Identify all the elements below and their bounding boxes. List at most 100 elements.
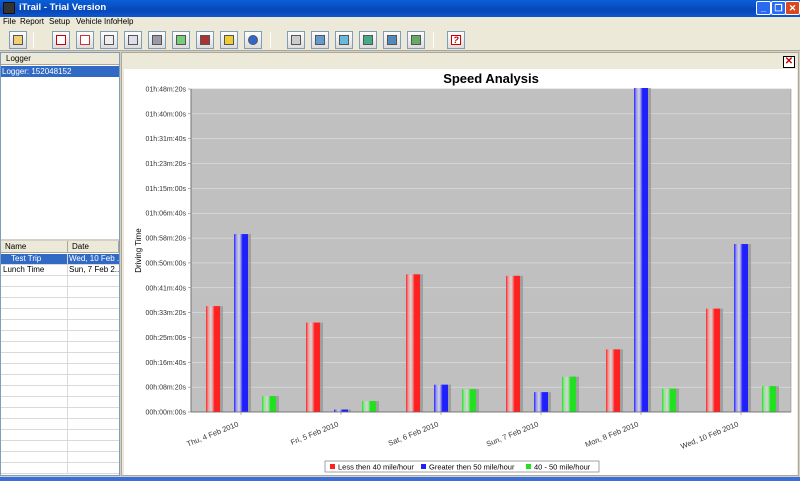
- wizard-icon: [13, 35, 23, 45]
- map-button[interactable]: [172, 31, 190, 49]
- trip-date: Wed, 10 Feb ...: [69, 254, 119, 263]
- bar-slow: [706, 308, 720, 412]
- bar-mid: [762, 386, 776, 412]
- legend-label: Greater then 50 mile/hour: [429, 463, 515, 472]
- column-header-name[interactable]: Name: [1, 241, 68, 253]
- upload-icon: [411, 35, 421, 45]
- empty-table-row: [1, 342, 119, 353]
- minimize-button[interactable]: _: [756, 1, 771, 15]
- speed-chart-icon: [315, 35, 325, 45]
- column-divider: [67, 430, 68, 441]
- map-icon: [176, 35, 186, 45]
- empty-table-row: [1, 375, 119, 386]
- y-tick-label: 00h:16m:40s: [146, 360, 187, 367]
- logger-button[interactable]: [196, 31, 214, 49]
- empty-table-row: [1, 353, 119, 364]
- y-axis-label: Driving Time: [134, 228, 143, 273]
- document-icon: [128, 35, 138, 45]
- menu-help[interactable]: Help: [117, 17, 134, 26]
- close-chart-button[interactable]: ✕: [783, 56, 795, 68]
- settings-icon: [387, 35, 397, 45]
- legend-label: 40 - 50 mile/hour: [534, 463, 591, 472]
- column-divider: [67, 353, 68, 364]
- y-tick-label: 00h:50m:00s: [146, 260, 187, 267]
- close-button[interactable]: ✕: [785, 1, 800, 15]
- bar-slow: [406, 274, 420, 412]
- report-button[interactable]: [52, 31, 70, 49]
- route-button[interactable]: [359, 31, 377, 49]
- toolbar-separator: [33, 32, 34, 48]
- print-icon: [152, 35, 162, 45]
- pdf-report-button[interactable]: [76, 31, 94, 49]
- export-icon: [291, 35, 301, 45]
- y-tick-label: 01h:31m:40s: [146, 136, 187, 143]
- x-tick-label: Sat, 6 Feb 2010: [387, 420, 440, 448]
- legend-label: Less then 40 mile/hour: [338, 463, 414, 472]
- trips-table: Name Date Test Trip Wed, 10 Feb ... Lunch …: [1, 241, 119, 475]
- y-tick-label: 00h:58m:20s: [146, 236, 187, 243]
- x-tick-label: Mon, 8 Feb 2010: [584, 420, 640, 450]
- speed-chart-button[interactable]: [311, 31, 329, 49]
- y-tick-label: 00h:41m:40s: [146, 285, 187, 292]
- menu-report[interactable]: Report: [20, 17, 45, 26]
- bar-slow: [306, 322, 320, 412]
- bar-slow: [606, 349, 620, 412]
- bar-fast: [734, 244, 748, 412]
- empty-table-row: [1, 452, 119, 463]
- menu-vehicle-info[interactable]: Vehicle Info: [76, 17, 118, 26]
- column-divider: [67, 320, 68, 331]
- colors-icon: [224, 35, 234, 45]
- column-divider: [67, 408, 68, 419]
- menu-file[interactable]: File: [3, 17, 16, 26]
- bar-fast: [434, 384, 448, 412]
- x-tick-label: Wed, 10 Feb 2010: [679, 420, 739, 451]
- maximize-button[interactable]: ❐: [771, 1, 786, 15]
- export-button[interactable]: [287, 31, 305, 49]
- report-icon: [56, 35, 66, 45]
- document-button[interactable]: [124, 31, 142, 49]
- trip-date: Sun, 7 Feb 2...: [69, 265, 119, 274]
- settings-button[interactable]: [383, 31, 401, 49]
- empty-table-row: [1, 408, 119, 419]
- column-divider: [67, 463, 68, 474]
- bar-mid: [462, 389, 476, 412]
- table-row[interactable]: Test Trip Wed, 10 Feb ...: [1, 254, 119, 265]
- x-tick-label: Sun, 7 Feb 2010: [485, 420, 540, 449]
- legend-box: [324, 460, 600, 473]
- html-report-button[interactable]: [100, 31, 118, 49]
- menu-setup[interactable]: Setup: [49, 17, 70, 26]
- table-row[interactable]: Lunch Time Sun, 7 Feb 2...: [1, 265, 119, 276]
- window-title: iTrail - Trial Version: [19, 2, 107, 13]
- bar-mid: [262, 396, 276, 412]
- left-panel: Logger Logger: 152048152 Name Date Test …: [0, 52, 120, 476]
- empty-table-row: [1, 397, 119, 408]
- bar-fast: [234, 234, 248, 412]
- globe-button[interactable]: [244, 31, 262, 49]
- x-tick-label: Thu, 4 Feb 2010: [185, 420, 239, 449]
- logger-header: Logger: [1, 53, 119, 65]
- y-tick-label: 01h:15m:00s: [146, 186, 187, 193]
- column-divider: [67, 364, 68, 375]
- upload-button[interactable]: [407, 31, 425, 49]
- y-tick-label: 01h:40m:00s: [146, 111, 187, 118]
- y-tick-label: 00h:25m:00s: [146, 335, 187, 342]
- empty-table-row: [1, 309, 119, 320]
- pdf-report-icon: [80, 35, 90, 45]
- help-button[interactable]: ?: [447, 31, 465, 49]
- speed-analysis-chart: Speed Analysis 00h:00m:00s 00h:08m:20s 00h:…: [134, 71, 792, 473]
- column-header-date[interactable]: Date: [68, 241, 119, 253]
- empty-table-row: [1, 287, 119, 298]
- app-icon: [3, 2, 15, 14]
- print-button[interactable]: [148, 31, 166, 49]
- splitter[interactable]: [1, 239, 119, 241]
- menu-bar: File Report Setup Vehicle Info Help: [0, 17, 800, 29]
- logger-item[interactable]: Logger: 152048152: [1, 66, 119, 77]
- bar-fast: [534, 392, 548, 412]
- y-tick-label: 01h:48m:20s: [146, 87, 187, 94]
- stop-chart-button[interactable]: [335, 31, 353, 49]
- empty-table-row: [1, 298, 119, 309]
- column-divider: [67, 441, 68, 452]
- column-divider: [67, 331, 68, 342]
- colors-button[interactable]: [220, 31, 238, 49]
- wizard-button[interactable]: [9, 31, 27, 49]
